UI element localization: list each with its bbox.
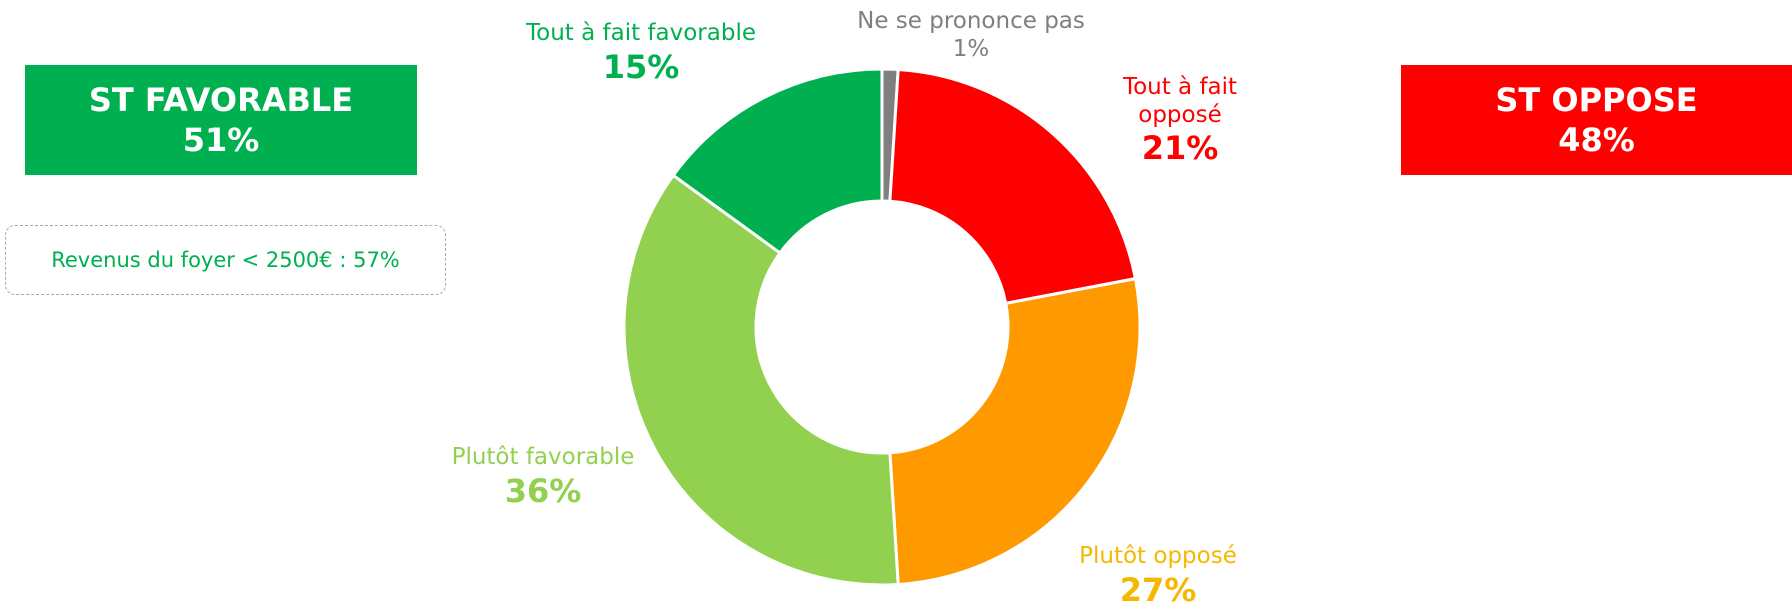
category-label: Plutôt opposé xyxy=(1079,543,1237,569)
value-label: 27% xyxy=(1119,570,1197,609)
slice-label: Plutôt favorable 36% xyxy=(393,444,693,510)
donut-slice xyxy=(622,173,900,587)
category-label: Ne se prononce pas xyxy=(857,8,1085,34)
slice-label: Tout à fait opposé 21% xyxy=(1090,74,1270,168)
box-value: 48% xyxy=(1558,121,1635,159)
box-title: ST OPPOSE xyxy=(1495,81,1698,119)
favorable-box: ST FAVORABLE 51% xyxy=(25,65,417,175)
value-label: 15% xyxy=(602,47,680,86)
slice-label: Tout à fait favorable 15% xyxy=(481,20,801,86)
box-value: 51% xyxy=(182,121,260,159)
category-label: Tout à fait opposé xyxy=(1122,74,1238,128)
donut-slice xyxy=(671,67,884,256)
donut-slice xyxy=(888,67,1138,306)
donut-slice xyxy=(888,276,1142,587)
note: Revenus du foyer < 2500€ : 57% xyxy=(5,225,446,295)
oppose-box: ST OPPOSE 48% xyxy=(1401,65,1792,175)
slice-label: Plutôt opposé 27% xyxy=(1008,543,1308,609)
slice-label: Ne se prononce pas 1% xyxy=(821,8,1121,63)
value-label: 21% xyxy=(1141,129,1219,168)
value-label: 1% xyxy=(952,35,990,62)
category-label: Tout à fait favorable xyxy=(526,20,756,46)
category-label: Plutôt favorable xyxy=(451,444,635,470)
value-label: 36% xyxy=(504,471,582,510)
box-title: ST FAVORABLE xyxy=(88,81,354,119)
